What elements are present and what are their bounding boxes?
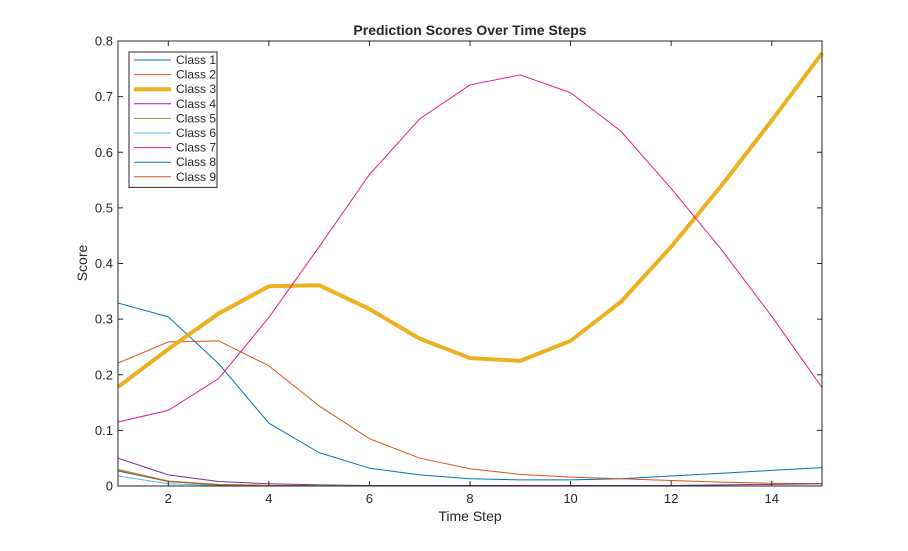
y-tick-label: 0.2 bbox=[95, 367, 113, 382]
legend-label-class-8: Class 8 bbox=[176, 155, 216, 169]
legend-label-class-3: Class 3 bbox=[176, 82, 216, 96]
legend-label-class-5: Class 5 bbox=[176, 111, 216, 125]
legend-label-class-1: Class 1 bbox=[176, 53, 216, 67]
series-line-class-7 bbox=[117, 74, 823, 423]
y-tick-label: 0.4 bbox=[95, 256, 113, 271]
legend-label-class-9: Class 9 bbox=[176, 170, 216, 184]
y-axis-label: Score bbox=[74, 245, 90, 282]
y-tick-label: 0.5 bbox=[95, 200, 113, 215]
y-tick-label: 0.3 bbox=[95, 312, 113, 327]
series-line-class-3 bbox=[116, 52, 824, 389]
y-tick-label: 0.8 bbox=[95, 34, 113, 49]
y-tick-label: 0.7 bbox=[95, 89, 113, 104]
x-tick-label: 10 bbox=[563, 491, 577, 506]
x-tick-label: 14 bbox=[764, 491, 778, 506]
x-tick-label: 4 bbox=[265, 491, 272, 506]
plot-background bbox=[118, 41, 822, 486]
x-axis-label: Time Step bbox=[438, 508, 501, 524]
series-line-class-1 bbox=[117, 302, 823, 481]
legend-label-class-6: Class 6 bbox=[176, 126, 216, 140]
x-tick-label: 6 bbox=[366, 491, 373, 506]
legend-label-class-4: Class 4 bbox=[176, 97, 216, 111]
chart-title: Prediction Scores Over Time Steps bbox=[353, 22, 586, 38]
x-tick-label: 2 bbox=[165, 491, 172, 506]
axis-ticks: 2 4 6 8 10 12 14 0 0.1 0.2 0.3 0.4 0.5 0.6 0.7 0.8 bbox=[95, 34, 822, 506]
x-tick-label: 8 bbox=[466, 491, 473, 506]
legend-label-class-7: Class 7 bbox=[176, 141, 216, 155]
y-tick-label: 0 bbox=[106, 479, 113, 494]
y-tick-label: 0.1 bbox=[95, 423, 113, 438]
plot-area: 2 4 6 8 10 12 14 0 0.1 0.2 0.3 0.4 0.5 0.6 0.7 0.8 bbox=[95, 34, 824, 506]
y-tick-label: 0.6 bbox=[95, 145, 113, 160]
x-tick-label: 12 bbox=[664, 491, 678, 506]
legend-label-class-2: Class 2 bbox=[176, 68, 216, 82]
series-line-class-2 bbox=[117, 340, 823, 485]
